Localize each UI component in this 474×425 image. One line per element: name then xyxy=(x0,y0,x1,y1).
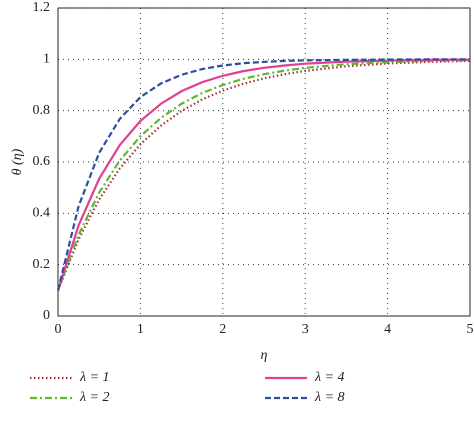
y-tick-label: 0.2 xyxy=(33,257,51,272)
y-axis-label: θ (η) xyxy=(10,148,25,175)
x-axis-label: η xyxy=(261,348,268,363)
x-tick-label: 4 xyxy=(384,322,391,337)
x-tick-label: 5 xyxy=(467,322,474,337)
y-tick-label: 0.6 xyxy=(33,154,51,169)
y-tick-label: 1 xyxy=(43,52,50,67)
x-tick-label: 3 xyxy=(302,322,309,337)
y-tick-label: 1.2 xyxy=(33,0,51,15)
line-series xyxy=(56,59,471,291)
x-tick-label: 1 xyxy=(137,322,144,337)
line-series xyxy=(56,59,471,291)
y-tick-label: 0 xyxy=(43,308,50,323)
legend-label: λ = 8 xyxy=(314,390,345,405)
y-tick-label: 0.8 xyxy=(33,103,51,118)
x-tick-label: 0 xyxy=(55,322,62,337)
legend-label: λ = 4 xyxy=(314,370,345,385)
legend-label: λ = 2 xyxy=(79,390,110,405)
line-series xyxy=(56,58,471,291)
legend-label: λ = 1 xyxy=(79,370,110,385)
x-tick-label: 2 xyxy=(219,322,226,337)
line-series xyxy=(56,58,470,291)
y-tick-label: 0.4 xyxy=(33,206,51,221)
